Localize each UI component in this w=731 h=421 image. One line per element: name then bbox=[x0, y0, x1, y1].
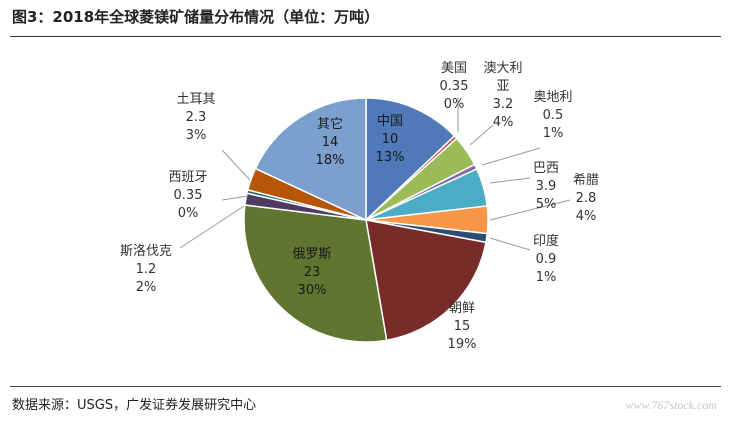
leader-line-9 bbox=[179, 205, 245, 249]
slice-label-0-name: 中国 bbox=[377, 114, 403, 129]
slice-label-2-value: 3.2 bbox=[493, 97, 514, 112]
slice-label-6-name: 印度 bbox=[533, 233, 559, 249]
slice-label-3: 奥地利 0.5 1% bbox=[533, 90, 572, 141]
slice-label-12: 其它 14 18% bbox=[316, 116, 345, 168]
pie-slice-12 bbox=[254, 97, 367, 222]
leader-line-6 bbox=[489, 237, 531, 251]
leader-line-3 bbox=[481, 147, 541, 166]
slice-label-6-value: 0.9 bbox=[536, 252, 557, 267]
slice-label-5: 希腊 2.8 4% bbox=[573, 173, 599, 224]
slice-label-1-name: 美国 bbox=[441, 61, 467, 76]
slice-label-10: 西班牙 0.35 0% bbox=[168, 170, 207, 221]
leader-line-10 bbox=[221, 195, 249, 201]
slice-label-5-percent: 4% bbox=[576, 209, 597, 224]
slice-label-4: 巴西 3.9 5% bbox=[533, 161, 559, 212]
title-divider bbox=[10, 36, 721, 37]
leader-line-5 bbox=[489, 199, 571, 221]
slice-label-5-name: 希腊 bbox=[573, 173, 599, 188]
watermark: www.767stock.com bbox=[625, 398, 717, 412]
leader-lines bbox=[179, 97, 571, 251]
slice-label-9-value: 1.2 bbox=[136, 262, 157, 277]
slice-label-7-percent: 19% bbox=[448, 337, 477, 352]
slice-label-7: 朝鲜 15 19% bbox=[448, 301, 477, 352]
slice-labels: 中国 10 13% 美国 0.35 0% 澳大利亚 3.2 4% 奥地利 0.5 1% 巴西 3.9 5% 希… bbox=[120, 60, 599, 352]
slice-label-2-name0: 澳大利 bbox=[483, 60, 522, 76]
slice-label-8: 俄罗斯 23 30% bbox=[292, 247, 331, 298]
slice-label-9-percent: 2% bbox=[136, 280, 157, 295]
slice-label-9: 斯洛伐克 1.2 2% bbox=[120, 244, 172, 295]
slice-label-3-percent: 1% bbox=[543, 126, 564, 141]
pie-slices bbox=[243, 97, 489, 343]
slice-label-4-name: 巴西 bbox=[533, 161, 559, 176]
slice-label-8-percent: 30% bbox=[298, 283, 327, 298]
slice-label-6-percent: 1% bbox=[536, 270, 557, 285]
slice-label-9-name: 斯洛伐克 bbox=[120, 244, 172, 259]
leader-line-11 bbox=[221, 149, 251, 181]
pie-slice-7 bbox=[365, 219, 487, 342]
slice-label-10-name: 西班牙 bbox=[168, 170, 207, 185]
slice-label-0-value: 10 bbox=[382, 132, 399, 147]
slice-label-2: 澳大利亚 3.2 4% bbox=[483, 60, 522, 130]
chart-title: 图3：2018年全球菱镁矿储量分布情况（单位：万吨） bbox=[12, 8, 380, 26]
slice-label-8-value: 23 bbox=[304, 265, 321, 280]
source-note: 数据来源：USGS，广发证券发展研究中心 bbox=[12, 398, 257, 413]
source-divider bbox=[10, 386, 721, 387]
slice-label-2-name1: 亚 bbox=[496, 79, 509, 94]
slice-label-12-value: 14 bbox=[322, 135, 339, 150]
slice-label-1-percent: 0% bbox=[444, 97, 465, 112]
slice-label-11-percent: 3% bbox=[186, 128, 207, 143]
slice-label-5-value: 2.8 bbox=[576, 191, 597, 206]
slice-label-2-percent: 4% bbox=[493, 115, 514, 130]
slice-label-4-percent: 5% bbox=[536, 197, 557, 212]
slice-label-12-percent: 18% bbox=[316, 153, 345, 168]
slice-label-0: 中国 10 13% bbox=[376, 114, 405, 165]
slice-label-11-value: 2.3 bbox=[186, 110, 207, 125]
slice-label-10-value: 0.35 bbox=[174, 188, 203, 203]
slice-label-10-percent: 0% bbox=[178, 206, 199, 221]
leader-line-4 bbox=[489, 177, 531, 184]
slice-label-11-name: 土耳其 bbox=[176, 92, 215, 107]
slice-label-1-value: 0.35 bbox=[440, 79, 469, 94]
slice-label-4-value: 3.9 bbox=[536, 179, 557, 194]
slice-label-6: 印度 0.9 1% bbox=[533, 233, 559, 285]
pie-slice-0 bbox=[365, 97, 456, 222]
slice-label-3-name: 奥地利 bbox=[533, 90, 572, 105]
slice-label-0-percent: 13% bbox=[376, 150, 405, 165]
slice-label-1: 美国 0.35 0% bbox=[440, 61, 469, 112]
pie-slice-8 bbox=[243, 204, 388, 343]
slice-label-12-name: 其它 bbox=[317, 116, 343, 132]
slice-label-3-value: 0.5 bbox=[543, 108, 564, 123]
slice-label-11: 土耳其 2.3 3% bbox=[176, 92, 215, 143]
slice-label-7-name: 朝鲜 bbox=[449, 301, 475, 316]
slice-label-8-name: 俄罗斯 bbox=[292, 247, 331, 262]
leader-line-2 bbox=[469, 124, 494, 146]
slice-label-7-value: 15 bbox=[454, 319, 471, 334]
